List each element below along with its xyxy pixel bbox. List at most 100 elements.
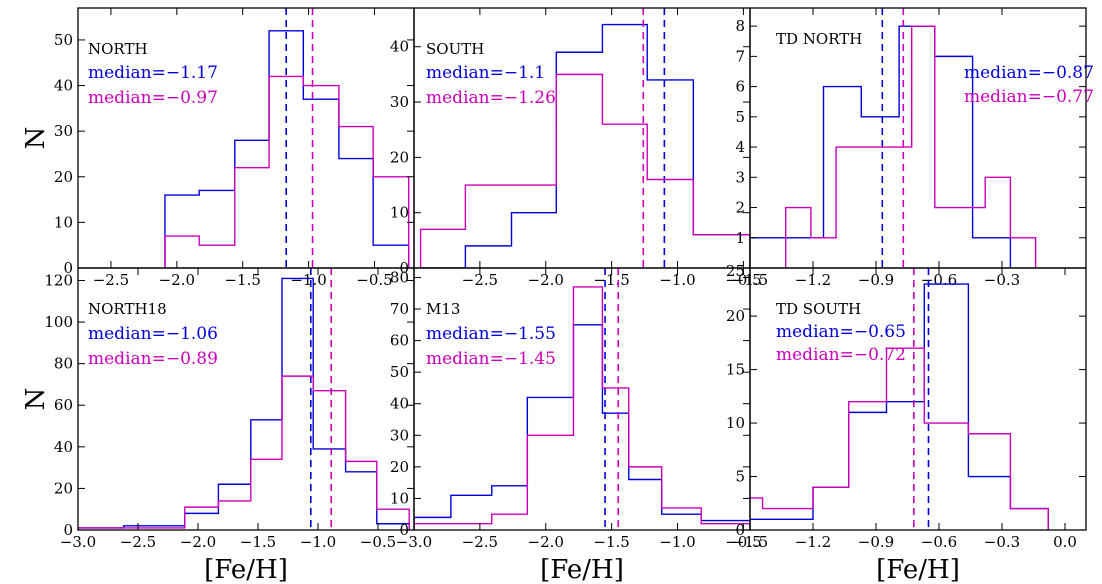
y-tick-label: 20 [390, 458, 409, 476]
x-tick-label: −0.3 [984, 533, 1020, 551]
x-tick-label: −0.9 [858, 271, 894, 289]
x-axis-label: [Fe/H] [876, 555, 960, 584]
panel-title: TD NORTH [776, 30, 862, 48]
y-tick-label: 0 [63, 521, 73, 539]
y-tick-label: 10 [726, 414, 745, 432]
x-tick-label: −2.0 [159, 271, 195, 289]
panel-title: NORTH [88, 40, 148, 58]
median-label-magenta: median=−1.26 [426, 88, 556, 108]
y-tick-label: 60 [390, 332, 409, 350]
histogram-blue-step [750, 283, 1049, 530]
x-axis-label: [Fe/H] [540, 555, 624, 584]
median-label-magenta: median=−0.72 [776, 345, 906, 365]
x-tick-label: 0.0 [1053, 533, 1077, 551]
y-tick-label: 30 [54, 122, 73, 140]
x-tick-label: −0.3 [984, 271, 1020, 289]
x-axis-label: [Fe/H] [204, 555, 288, 584]
y-tick-label: 10 [390, 489, 409, 507]
x-tick-label: −1.2 [795, 533, 831, 551]
y-tick-label: 50 [54, 31, 73, 49]
histogram-magenta-step [164, 75, 410, 268]
panel-title: M13 [426, 300, 460, 318]
y-tick-label: 40 [390, 38, 409, 56]
histogram-magenta-step [78, 375, 410, 530]
x-tick-label: −1.5 [224, 271, 260, 289]
y-tick-label: 70 [390, 300, 409, 318]
x-tick-label: −2.5 [462, 271, 498, 289]
x-tick-label: −0.9 [858, 533, 894, 551]
median-label-blue: median=−1.1 [426, 63, 545, 83]
x-tick-label: −2.5 [93, 271, 129, 289]
y-tick-label: 10 [390, 204, 409, 222]
x-tick-label: −0.6 [921, 533, 957, 551]
y-tick-label: 0 [399, 521, 409, 539]
y-tick-label: 5 [735, 468, 745, 486]
median-label-magenta: median=−0.89 [88, 349, 218, 369]
histogram-blue-step [420, 23, 750, 268]
histogram-magenta-step [414, 286, 750, 530]
histogram-magenta-step [750, 347, 1049, 530]
y-tick-label: 40 [54, 77, 73, 95]
median-label-blue: median=−1.55 [426, 324, 556, 344]
histogram-blue-step [164, 30, 410, 268]
y-tick-label: 8 [735, 17, 745, 35]
x-tick-label: −0.5 [725, 271, 761, 289]
x-tick-label: −1.0 [659, 533, 695, 551]
y-tick-label: 50 [390, 363, 409, 381]
panel-title: SOUTH [426, 40, 484, 58]
y-tick-label: 30 [390, 93, 409, 111]
y-tick-label: 3 [735, 168, 745, 186]
y-tick-label: 2 [735, 199, 745, 217]
x-tick-label: −0.5 [356, 271, 392, 289]
histogram-blue-step [750, 25, 1012, 268]
y-tick-label: 80 [54, 355, 73, 373]
histogram-blue-step [414, 324, 750, 530]
x-tick-label: −2.0 [180, 533, 216, 551]
panel-frame [749, 267, 1087, 531]
x-tick-label: −3.0 [396, 533, 432, 551]
panel-bottom-right: −1.5 −1.2 −0.9 −0.6 −0.3 0.0 0 5 10 15 20 25 [Fe/H] T… [726, 262, 1087, 584]
x-tick-label: −1.0 [300, 533, 336, 551]
y-tick-label: 0 [63, 259, 73, 277]
x-tick-label: −1.5 [732, 533, 768, 551]
x-tick-label: −1.0 [290, 271, 326, 289]
x-tick-label: −2.0 [528, 533, 564, 551]
y-tick-label: 30 [390, 426, 409, 444]
y-tick-label: 5 [735, 108, 745, 126]
median-label-blue: median=−1.06 [88, 324, 218, 344]
x-tick-label: −1.0 [659, 271, 695, 289]
x-tick-label: −1.5 [593, 533, 629, 551]
panel-title: NORTH18 [88, 300, 167, 318]
y-tick-label: 1 [735, 229, 745, 247]
y-tick-label: 40 [390, 395, 409, 413]
median-label-blue: median=−1.17 [88, 63, 218, 83]
y-tick-label: 120 [44, 271, 73, 289]
y-tick-label: 80 [390, 268, 409, 286]
y-axis-label: N [21, 388, 51, 411]
y-tick-label: 15 [726, 361, 745, 379]
panel-frame [413, 267, 751, 531]
x-tick-label: −2.5 [120, 533, 156, 551]
median-label-blue: median=−0.87 [964, 63, 1094, 83]
x-tick-label: −0.5 [725, 533, 761, 551]
histogram-magenta-step [785, 25, 1037, 268]
y-tick-label: 100 [44, 313, 73, 331]
y-tick-label: 20 [54, 479, 73, 497]
median-label-magenta: median=−1.45 [426, 349, 556, 369]
y-tick-label: 7 [735, 47, 745, 65]
y-tick-label: 6 [735, 78, 745, 96]
y-tick-label: 0 [735, 521, 745, 539]
x-tick-label: −1.2 [795, 271, 831, 289]
y-tick-label: 20 [54, 168, 73, 186]
panel-title: TD SOUTH [776, 300, 861, 318]
panel-bottom-middle: −3.0 −2.5 −2.0 −1.5 −1.0 −0.50102030405060708… [390, 267, 762, 584]
y-tick-label: 10 [54, 213, 73, 231]
x-tick-label: −2.5 [462, 533, 498, 551]
histogram-blue-step [78, 277, 410, 530]
median-label-magenta: median=−0.77 [964, 87, 1094, 107]
y-tick-label: 4 [735, 138, 745, 156]
median-label-blue: median=−0.65 [776, 322, 906, 342]
x-tick-label: −1.5 [240, 533, 276, 551]
panel-top-left: −2.5 −2.0 −1.5 −1.0 −0.5 0 10 20 30 40 50 N NORTH med… [21, 7, 415, 289]
